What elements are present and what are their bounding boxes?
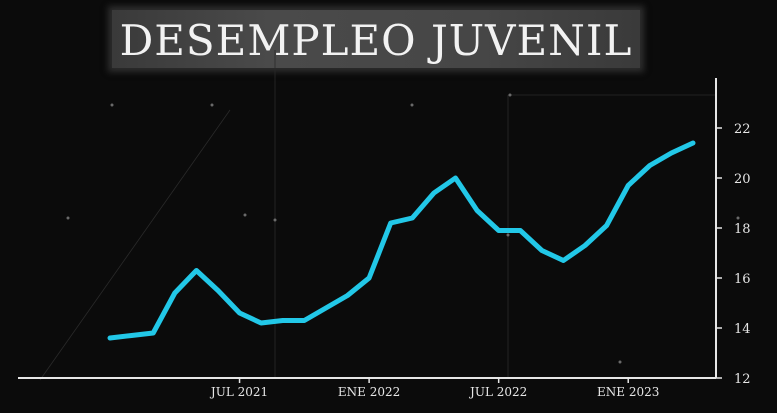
- y-tick-label: 22: [734, 122, 751, 137]
- y-tick-label: 16: [734, 272, 751, 287]
- background-dot: [736, 216, 740, 220]
- series-line: [107, 140, 696, 341]
- background-dot: [243, 213, 247, 217]
- background-dot: [410, 103, 414, 107]
- title-banner: [112, 10, 640, 68]
- background-dot: [508, 93, 512, 97]
- x-tick-label: ENE 2022: [338, 385, 400, 399]
- background-dot: [110, 103, 114, 107]
- chart-title: DESEMPLEO JUVENIL: [119, 16, 633, 65]
- background-dot: [273, 218, 277, 222]
- x-tick-label: JUL 2022: [468, 385, 527, 399]
- background-dot: [618, 360, 622, 364]
- x-tick-label: ENE 2023: [597, 385, 659, 399]
- x-tick-label: JUL 2021: [209, 385, 268, 399]
- y-tick-label: 14: [734, 322, 751, 337]
- background-dot: [210, 103, 214, 107]
- background-dot: [66, 216, 70, 220]
- y-tick-label: 12: [734, 372, 751, 387]
- y-tick-label: 20: [734, 172, 751, 187]
- background-dot: [506, 233, 510, 237]
- y-tick-label: 18: [734, 222, 751, 237]
- background-dots: [66, 93, 740, 364]
